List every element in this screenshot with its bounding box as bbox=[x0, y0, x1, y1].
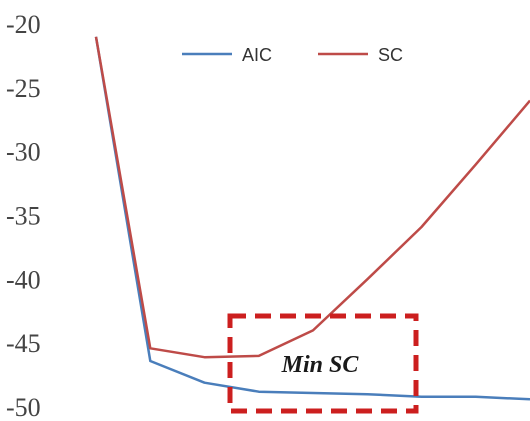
min-sc-dashed-box bbox=[227, 313, 419, 414]
min-sc-label: Min SC bbox=[281, 352, 360, 378]
y-tick-label: -25 bbox=[6, 74, 41, 103]
y-tick-label: -45 bbox=[6, 329, 41, 358]
min-sc-annotation: Min SC bbox=[227, 313, 419, 414]
series-lines bbox=[94, 36, 530, 401]
y-axis-ticks: -20 -25 -30 -35 -40 -45 -50 bbox=[6, 10, 41, 421]
y-tick-label: -50 bbox=[6, 393, 41, 421]
legend-label-aic: AIC bbox=[242, 45, 272, 65]
legend-label-sc: SC bbox=[378, 45, 403, 65]
series-line-aic bbox=[94, 36, 530, 401]
legend: AIC SC bbox=[182, 45, 403, 65]
series-line-sc bbox=[94, 36, 530, 359]
y-tick-label: -40 bbox=[6, 265, 41, 294]
y-tick-label: -20 bbox=[6, 10, 41, 39]
y-tick-label: -35 bbox=[6, 202, 41, 231]
y-tick-label: -30 bbox=[6, 138, 41, 167]
